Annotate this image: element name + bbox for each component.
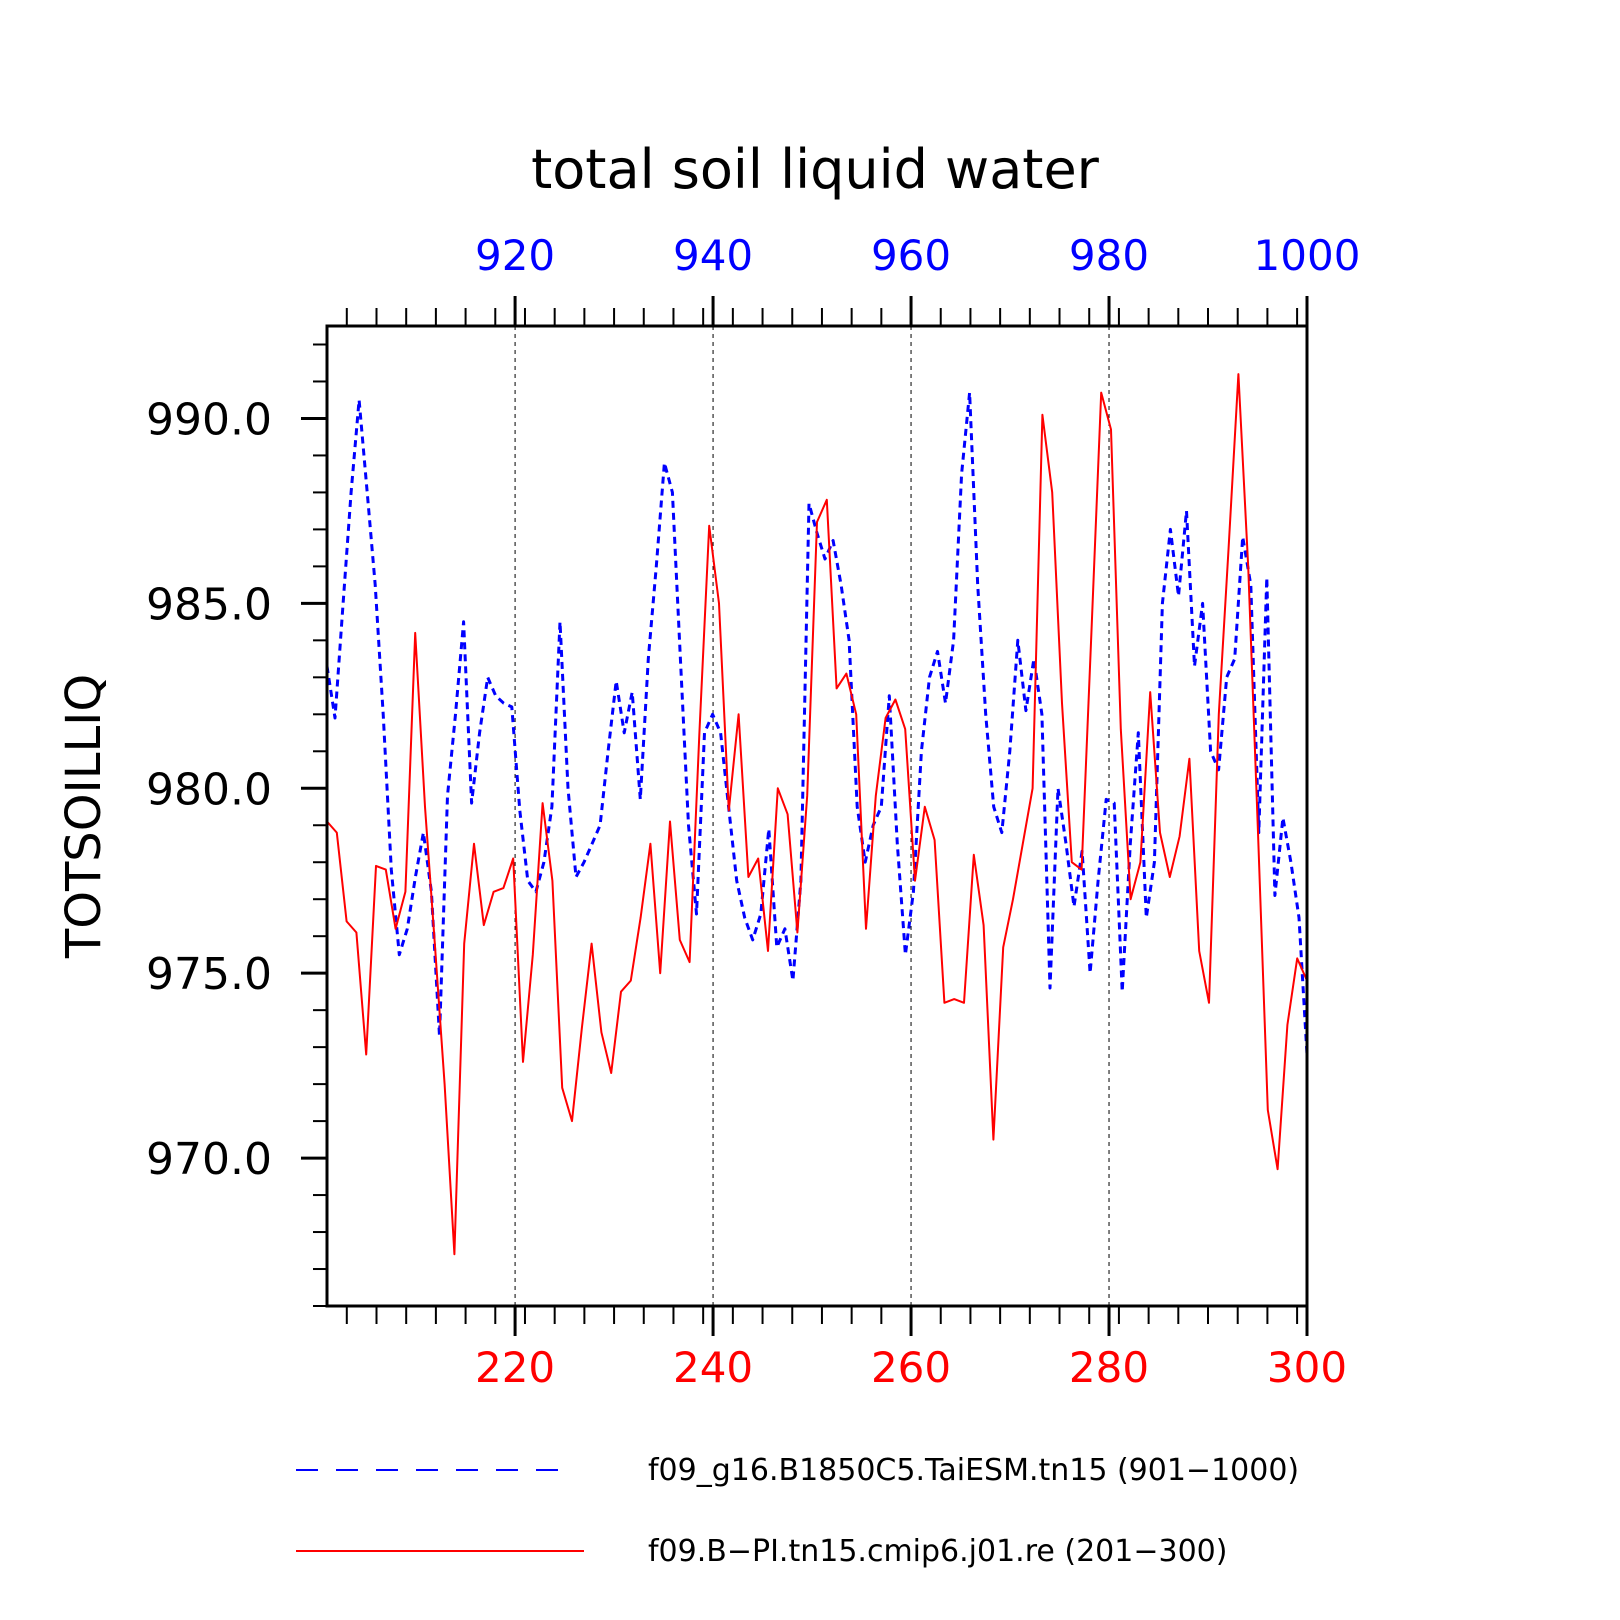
top-tick-label: 1000: [1254, 231, 1361, 280]
top-tick-label: 980: [1069, 231, 1149, 280]
y-tick-label: 985.0: [146, 579, 272, 630]
y-axis-label: TOTSOILLIQ: [56, 674, 112, 959]
legend-label-blue: f09_g16.B1850C5.TaiESM.tn15 (901−1000): [648, 1453, 1299, 1488]
y-tick-label: 980.0: [146, 764, 272, 815]
bottom-tick-label: 300: [1267, 1343, 1347, 1392]
axis-ticks: [301, 296, 1309, 1336]
bottom-axis-tick-labels: 220 240 260 280 300: [475, 1343, 1347, 1392]
vertical-gridlines: [514, 326, 1110, 1306]
bottom-tick-label: 240: [673, 1343, 753, 1392]
bottom-tick-label: 280: [1069, 1343, 1149, 1392]
top-axis-tick-labels: 920 940 960 980 1000: [475, 231, 1360, 280]
top-tick-label: 940: [673, 231, 753, 280]
series-layer: [325, 373, 1309, 1256]
legend: f09_g16.B1850C5.TaiESM.tn15 (901−1000) f…: [296, 1453, 1299, 1569]
y-tick-label: 970.0: [146, 1134, 272, 1185]
series-line-blue-dashed: [325, 391, 1309, 1055]
top-tick-label: 960: [871, 231, 951, 280]
y-tick-label: 990.0: [146, 394, 272, 445]
series-line-red-solid: [326, 373, 1308, 1256]
bottom-tick-label: 260: [871, 1343, 951, 1392]
plot-frame: [325, 324, 1309, 1308]
y-axis-tick-labels: 970.0 975.0 980.0 985.0 990.0: [146, 394, 272, 1185]
plot-area: [301, 296, 1309, 1336]
y-tick-label: 975.0: [146, 949, 272, 1000]
chart-title: total soil liquid water: [531, 138, 1100, 201]
legend-label-red: f09.B−PI.tn15.cmip6.j01.re (201−300): [648, 1534, 1227, 1569]
top-tick-label: 920: [475, 231, 555, 280]
bottom-tick-label: 220: [475, 1343, 555, 1392]
